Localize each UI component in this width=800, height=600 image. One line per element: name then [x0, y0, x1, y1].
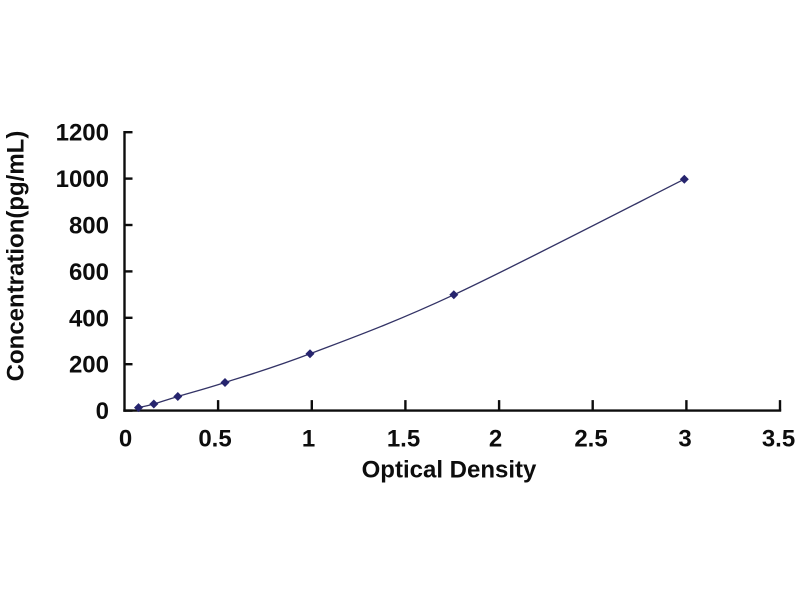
svg-text:3.5: 3.5: [762, 426, 795, 453]
svg-text:2: 2: [489, 426, 502, 453]
svg-text:200: 200: [69, 352, 109, 379]
svg-text:0: 0: [96, 398, 109, 425]
svg-text:1: 1: [302, 426, 315, 453]
svg-text:1000: 1000: [56, 166, 109, 193]
svg-text:600: 600: [69, 259, 109, 286]
svg-text:0: 0: [119, 426, 132, 453]
svg-text:3: 3: [678, 426, 691, 453]
svg-text:Optical Density: Optical Density: [362, 457, 537, 484]
svg-text:800: 800: [69, 213, 109, 240]
svg-text:2.5: 2.5: [574, 426, 607, 453]
svg-text:1.5: 1.5: [387, 426, 420, 453]
svg-text:Concentration(pg/mL): Concentration(pg/mL): [3, 131, 30, 382]
svg-text:400: 400: [69, 305, 109, 332]
svg-text:1200: 1200: [56, 120, 109, 147]
svg-text:0.5: 0.5: [198, 426, 231, 453]
